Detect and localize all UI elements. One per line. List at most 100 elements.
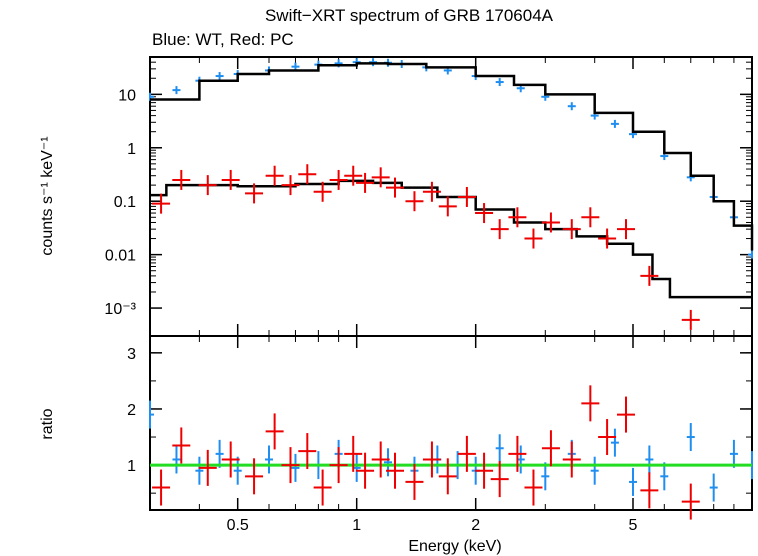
wt-ratio-point — [645, 445, 654, 474]
y-tick-label: 1 — [127, 141, 136, 158]
pc-ratio-point — [172, 427, 191, 464]
y-tick-label: 0.01 — [105, 248, 136, 265]
y-tick-label: 10⁻³ — [104, 301, 136, 318]
wt-data-point — [567, 102, 576, 111]
pc-data-point — [598, 228, 617, 249]
chart-title: Swift−XRT spectrum of GRB 170604A — [264, 6, 554, 25]
wt-ratio-point — [215, 439, 224, 468]
wt-ratio-point — [172, 445, 181, 474]
pc-data-point — [221, 169, 240, 190]
wt-ratio-point — [686, 423, 695, 452]
pc-ratio-point — [265, 413, 284, 450]
ratio-tick-label: 2 — [127, 402, 136, 419]
x-tick-label: 2 — [471, 517, 480, 534]
pc-data-point — [152, 193, 171, 214]
pc-ratio-point — [457, 435, 476, 472]
pc-data-point — [508, 207, 527, 228]
x-tick-label: 0.5 — [227, 517, 249, 534]
pc-data-point — [581, 207, 600, 228]
wt-ratio-point — [541, 462, 550, 491]
ratio-tick-label: 1 — [127, 458, 136, 475]
pc-data-point — [371, 167, 390, 188]
pc-data-point — [265, 165, 284, 186]
pc-data-point — [313, 181, 332, 202]
pc-ratio-point — [541, 430, 560, 467]
pc-ratio-point — [329, 447, 348, 484]
pc-ratio-point — [356, 452, 375, 489]
y-axis-label-counts: counts s⁻¹ keV⁻¹ — [39, 136, 56, 255]
wt-ratio-point — [495, 434, 504, 463]
pc-ratio-point — [562, 441, 581, 478]
y-tick-label: 10 — [118, 87, 136, 104]
wt-ratio-point — [629, 467, 638, 496]
wt-data-point — [172, 86, 181, 95]
pc-ratio-point — [245, 458, 264, 495]
pc-data-point — [198, 175, 217, 196]
y-axis-label-ratio: ratio — [39, 408, 56, 439]
wt-model-line — [150, 62, 754, 251]
pc-ratio-point — [508, 435, 527, 472]
pc-ratio-point — [681, 483, 700, 520]
pc-ratio-point — [371, 441, 390, 478]
pc-model-line — [150, 179, 752, 299]
wt-ratio-point — [590, 456, 599, 485]
wt-ratio-point — [383, 448, 392, 477]
pc-data-point — [457, 186, 476, 207]
pc-data-point — [172, 169, 191, 190]
pc-ratio-point — [281, 447, 300, 484]
wt-ratio-point — [264, 445, 273, 474]
wt-ratio-point — [233, 456, 242, 485]
pc-data-point — [524, 228, 543, 249]
ratio-tick-label: 3 — [127, 346, 136, 363]
wt-ratio-point — [729, 439, 738, 468]
pc-data-point — [562, 219, 581, 240]
pc-ratio-point — [405, 463, 424, 500]
x-tick-label: 1 — [352, 517, 361, 534]
pc-ratio-point — [475, 452, 494, 489]
pc-ratio-point — [640, 472, 659, 509]
wt-data-point — [495, 78, 504, 87]
y-tick-label: 0.1 — [114, 194, 136, 211]
wt-ratio-point — [291, 453, 300, 482]
wt-data-point — [748, 250, 753, 259]
pc-data-point — [475, 203, 494, 224]
lower-plot-frame — [149, 335, 753, 511]
chart-subtitle: Blue: WT, Red: PC — [152, 30, 294, 49]
pc-ratio-point — [221, 441, 240, 478]
wt-ratio-point — [195, 456, 204, 485]
pc-data-point — [640, 265, 659, 286]
pc-ratio-point — [581, 385, 600, 422]
pc-ratio-point — [422, 441, 441, 478]
wt-ratio-point — [149, 400, 154, 429]
pc-ratio-point — [298, 433, 317, 470]
ratio-panel: 1 2 3 0.5 1 2 5 — [127, 335, 753, 534]
pc-ratio-point — [313, 469, 332, 506]
wt-data-point — [610, 119, 619, 128]
pc-data-point — [386, 177, 405, 198]
pc-data-point — [490, 219, 509, 240]
pc-data-point — [405, 191, 424, 212]
wt-ratio-point — [660, 462, 669, 491]
pc-ratio-point — [198, 449, 217, 486]
pc-data-point — [541, 212, 560, 233]
pc-data-point — [681, 309, 700, 330]
pc-ratio-point — [344, 435, 363, 472]
pc-data-point — [281, 175, 300, 196]
pc-ratio-point — [386, 452, 405, 489]
pc-data-point — [438, 196, 457, 217]
pc-data-point — [616, 219, 635, 240]
pc-ratio-point — [598, 419, 617, 456]
pc-data-point — [344, 165, 363, 186]
pc-data-point — [329, 169, 348, 190]
wt-ratio-point — [709, 473, 718, 502]
x-tick-label: 5 — [629, 517, 638, 534]
pc-data-point — [356, 172, 375, 193]
x-axis-label: Energy (keV) — [408, 538, 501, 555]
pc-ratio-point — [152, 469, 171, 506]
pc-ratio-point — [490, 461, 509, 498]
pc-ratio-point — [616, 396, 635, 433]
wt-data-point — [215, 72, 224, 81]
wt-ratio-point — [610, 428, 619, 457]
pc-data-point — [245, 183, 264, 204]
